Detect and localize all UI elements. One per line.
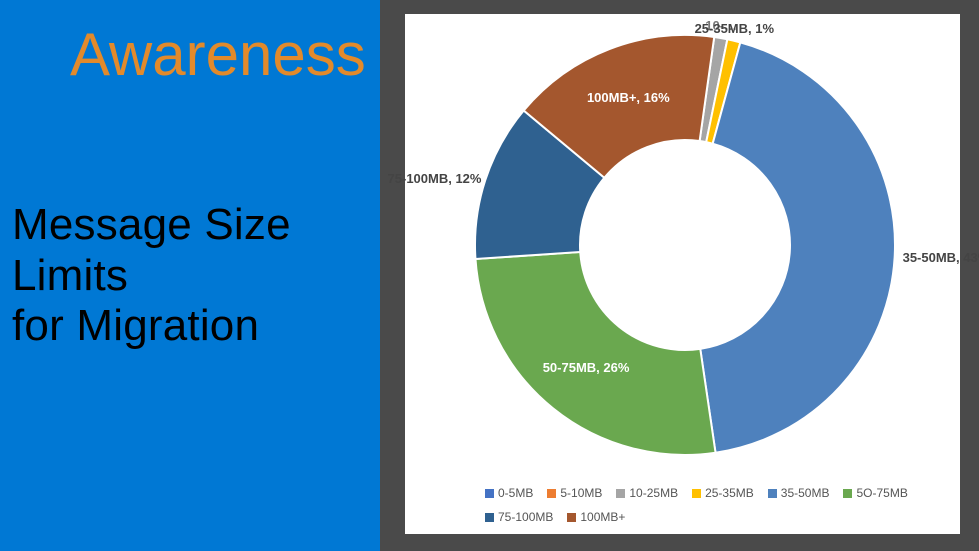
slice-label-50-75MB: 50-75MB, 26%	[536, 360, 636, 375]
legend-label: 5O-75MB	[856, 486, 907, 500]
chart-card: 10-…25-35MB, 1%35-50MB, 43%50-75MB, 26%7…	[405, 14, 960, 534]
legend-label: 0-5MB	[498, 486, 533, 500]
legend-label: 5-10MB	[560, 486, 602, 500]
slice-label-100MB+: 100MB+, 16%	[578, 90, 678, 105]
slice-label-75-100MB: 75-100MB, 12%	[371, 171, 481, 186]
legend-swatch	[616, 489, 625, 498]
legend-item: 5-10MB	[547, 486, 602, 500]
slide: Awareness Message Size Limits for Migrat…	[0, 0, 979, 551]
legend-label: 75-100MB	[498, 510, 553, 524]
legend-item: 5O-75MB	[843, 486, 907, 500]
legend-item: 0-5MB	[485, 486, 533, 500]
legend-swatch	[768, 489, 777, 498]
legend-label: 10-25MB	[629, 486, 678, 500]
legend: 0-5MB 5-10MB 10-25MB 25-35MB 35-50MB 5O-75MB 7…	[485, 486, 965, 524]
slice-label-25-35MB: 25-35MB, 1%	[684, 21, 784, 36]
legend-swatch	[692, 489, 701, 498]
legend-item: 25-35MB	[692, 486, 754, 500]
slide-heading: Awareness	[70, 20, 366, 89]
legend-item: 35-50MB	[768, 486, 830, 500]
donut-chart: 10-…25-35MB, 1%35-50MB, 43%50-75MB, 26%7…	[460, 20, 910, 470]
legend-swatch	[485, 513, 494, 522]
legend-label: 25-35MB	[705, 486, 754, 500]
slice-label-35-50MB: 35-50MB, 43%	[903, 250, 979, 265]
legend-label: 35-50MB	[781, 486, 830, 500]
legend-item: 75-100MB	[485, 510, 553, 524]
subtitle-line1: Message Size Limits	[12, 200, 291, 300]
donut-slice-50-75MB	[475, 252, 715, 455]
legend-item: 100MB+	[567, 510, 625, 524]
legend-label: 100MB+	[580, 510, 625, 524]
legend-swatch	[547, 489, 556, 498]
legend-item: 10-25MB	[616, 486, 678, 500]
legend-swatch	[843, 489, 852, 498]
slide-subtitle: Message Size Limits for Migration	[12, 200, 380, 352]
legend-swatch	[485, 489, 494, 498]
subtitle-line2: for Migration	[12, 301, 259, 350]
donut-slice-35-50MB	[700, 42, 895, 452]
legend-swatch	[567, 513, 576, 522]
left-panel: Awareness Message Size Limits for Migrat…	[0, 0, 380, 551]
